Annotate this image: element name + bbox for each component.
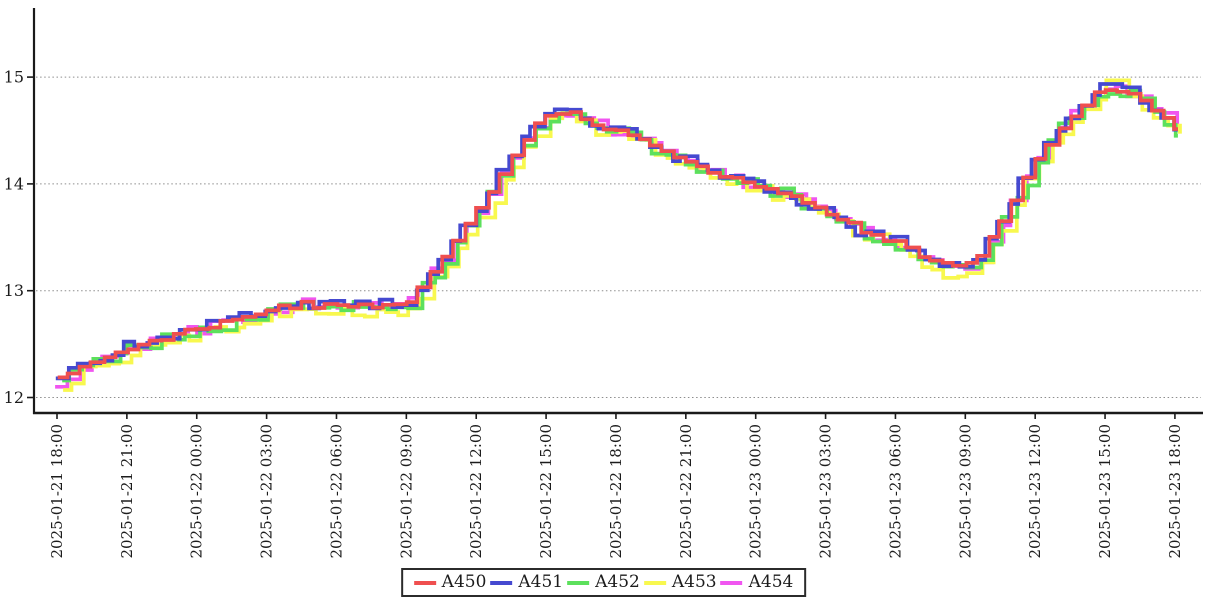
- x-tick-label-9: 2025-01-22 21:00: [677, 424, 695, 558]
- series-line-a451: [55, 82, 1178, 381]
- x-tick-label-15: 2025-01-23 15:00: [1096, 424, 1114, 558]
- legend-item-a454: A454: [720, 572, 794, 593]
- y-tick-label-14: 14: [4, 174, 24, 193]
- x-tick-label-4: 2025-01-22 06:00: [327, 424, 345, 558]
- y-tick-label-13: 13: [4, 281, 24, 300]
- legend: A450 A451 A452 A453 A454: [400, 568, 807, 597]
- x-tick-label-6: 2025-01-22 12:00: [467, 424, 485, 558]
- x-tick-label-8: 2025-01-22 18:00: [607, 424, 625, 558]
- legend-item-a452: A452: [567, 572, 640, 593]
- x-tick-label-7: 2025-01-22 15:00: [537, 424, 555, 558]
- legend-swatch-a454: [720, 580, 743, 585]
- x-tick-label-12: 2025-01-23 06:00: [886, 424, 904, 558]
- legend-item-a450: A450: [413, 572, 487, 593]
- legend-swatch-a451: [490, 580, 513, 585]
- y-tick-label-15: 15: [4, 68, 24, 87]
- y-tick-label-12: 12: [4, 388, 24, 407]
- x-tick-label-0: 2025-01-21 18:00: [48, 424, 66, 558]
- legend-label-a453: A453: [671, 572, 717, 592]
- legend-swatch-a452: [567, 580, 590, 585]
- x-tick-label-1: 2025-01-21 21:00: [118, 424, 136, 558]
- x-tick-label-16: 2025-01-23 18:00: [1166, 424, 1184, 558]
- x-tick-label-13: 2025-01-23 09:00: [956, 424, 974, 558]
- x-tick-label-5: 2025-01-22 09:00: [397, 424, 415, 558]
- legend-item-a453: A453: [643, 572, 717, 593]
- series-line-a450: [57, 88, 1178, 380]
- x-tick-label-11: 2025-01-23 03:00: [817, 424, 835, 558]
- legend-label-a450: A450: [441, 572, 487, 592]
- legend-label-a451: A451: [518, 572, 564, 592]
- legend-label-a454: A454: [748, 572, 794, 592]
- x-tick-label-14: 2025-01-23 12:00: [1026, 424, 1044, 558]
- legend-item-a451: A451: [490, 572, 563, 593]
- x-tick-label-3: 2025-01-22 03:00: [258, 424, 276, 558]
- legend-swatch-a453: [643, 580, 666, 585]
- x-tick-label-10: 2025-01-23 00:00: [747, 424, 765, 558]
- x-tick-label-2: 2025-01-22 00:00: [188, 424, 206, 558]
- legend-swatch-a450: [413, 580, 436, 585]
- legend-label-a452: A452: [595, 572, 640, 592]
